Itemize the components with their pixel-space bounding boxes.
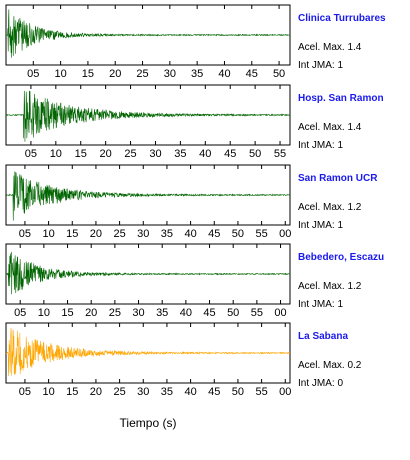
x-tick-label: 55 — [255, 386, 267, 398]
x-tick-label: 35 — [156, 307, 168, 319]
jma-intensity-label-5: Int JMA: 0 — [298, 378, 343, 389]
x-tick-label: 25 — [109, 307, 121, 319]
x-tick-label: 55 — [274, 148, 286, 160]
x-tick-label: 55 — [255, 228, 267, 240]
x-tick-label: 30 — [137, 386, 149, 398]
x-tick-label: 25 — [136, 68, 148, 80]
x-tick-label: 15 — [66, 386, 78, 398]
panel-frame-1 — [5, 4, 291, 66]
x-tick-label: 50 — [232, 228, 244, 240]
waveform-trace-4 — [5, 251, 291, 295]
station-name-4: Bebedero, Escazu — [298, 252, 384, 263]
panel-frame-3 — [5, 164, 291, 226]
x-tick-label: 50 — [273, 68, 285, 80]
x-tick-label: 15 — [82, 68, 94, 80]
x-tick-label: 30 — [132, 307, 144, 319]
x-tick-label: 00 — [274, 307, 286, 319]
x-tick-label: 35 — [161, 228, 173, 240]
jma-intensity-label-3: Int JMA: 1 — [298, 220, 343, 231]
x-tick-label: 25 — [124, 148, 136, 160]
x-tick-label: 45 — [246, 68, 258, 80]
x-tick-label: 40 — [218, 68, 230, 80]
x-tick-label: 15 — [61, 307, 73, 319]
peak-acceleration-label-3: Acel. Max. 1.2 — [298, 202, 362, 213]
x-tick-label: 35 — [174, 148, 186, 160]
x-tick-label: 00 — [279, 386, 291, 398]
waveform-trace-5 — [5, 328, 291, 377]
panel-frame-4 — [5, 243, 291, 305]
x-tick-label: 25 — [113, 386, 125, 398]
x-tick-label: 20 — [85, 307, 97, 319]
waveform-trace-3 — [5, 171, 291, 221]
x-tick-label: 20 — [90, 228, 102, 240]
x-tick-label: 05 — [19, 386, 31, 398]
peak-acceleration-label-4: Acel. Max. 1.2 — [298, 281, 362, 292]
station-name-2: Hosp. San Ramon — [298, 93, 384, 104]
x-tick-label: 25 — [113, 228, 125, 240]
x-tick-label: 05 — [14, 307, 26, 319]
station-name-3: San Ramon UCR — [298, 173, 378, 184]
x-tick-label: 50 — [227, 307, 239, 319]
x-tick-label: 20 — [100, 148, 112, 160]
x-tick-label: 30 — [164, 68, 176, 80]
x-tick-label: 10 — [50, 148, 62, 160]
x-tick-label: 45 — [208, 228, 220, 240]
jma-intensity-label-1: Int JMA: 1 — [298, 60, 343, 71]
x-tick-label: 05 — [25, 148, 37, 160]
waveform-trace-2 — [5, 90, 291, 142]
x-tick-label: 40 — [184, 228, 196, 240]
x-tick-label: 00 — [279, 228, 291, 240]
x-tick-label: 10 — [54, 68, 66, 80]
peak-acceleration-label-5: Acel. Max. 0.2 — [298, 360, 362, 371]
x-tick-label: 45 — [224, 148, 236, 160]
x-tick-label: 40 — [184, 386, 196, 398]
x-tick-label: 20 — [109, 68, 121, 80]
x-tick-label: 20 — [90, 386, 102, 398]
x-tick-label: 40 — [180, 307, 192, 319]
x-tick-label: 50 — [249, 148, 261, 160]
x-tick-label: 30 — [137, 228, 149, 240]
x-tick-label: 15 — [75, 148, 87, 160]
waveform-trace-1 — [5, 9, 291, 58]
x-tick-label: 55 — [251, 307, 263, 319]
station-name-5: La Sabana — [298, 331, 348, 342]
x-tick-label: 50 — [232, 386, 244, 398]
x-axis-title: Tiempo (s) — [120, 416, 177, 430]
x-tick-label: 10 — [42, 386, 54, 398]
peak-acceleration-label-2: Acel. Max. 1.4 — [298, 122, 362, 133]
x-tick-label: 35 — [191, 68, 203, 80]
jma-intensity-label-4: Int JMA: 1 — [298, 299, 343, 310]
peak-acceleration-label-1: Acel. Max. 1.4 — [298, 42, 362, 53]
x-tick-label: 35 — [161, 386, 173, 398]
x-tick-label: 10 — [42, 228, 54, 240]
x-tick-label: 10 — [38, 307, 50, 319]
station-name-1: Clinica Turrubares — [298, 13, 386, 24]
x-tick-label: 45 — [203, 307, 215, 319]
x-tick-label: 40 — [199, 148, 211, 160]
x-tick-label: 15 — [66, 228, 78, 240]
x-tick-label: 05 — [19, 228, 31, 240]
x-tick-label: 05 — [27, 68, 39, 80]
x-tick-label: 30 — [149, 148, 161, 160]
x-tick-label: 45 — [208, 386, 220, 398]
jma-intensity-label-2: Int JMA: 1 — [298, 140, 343, 151]
